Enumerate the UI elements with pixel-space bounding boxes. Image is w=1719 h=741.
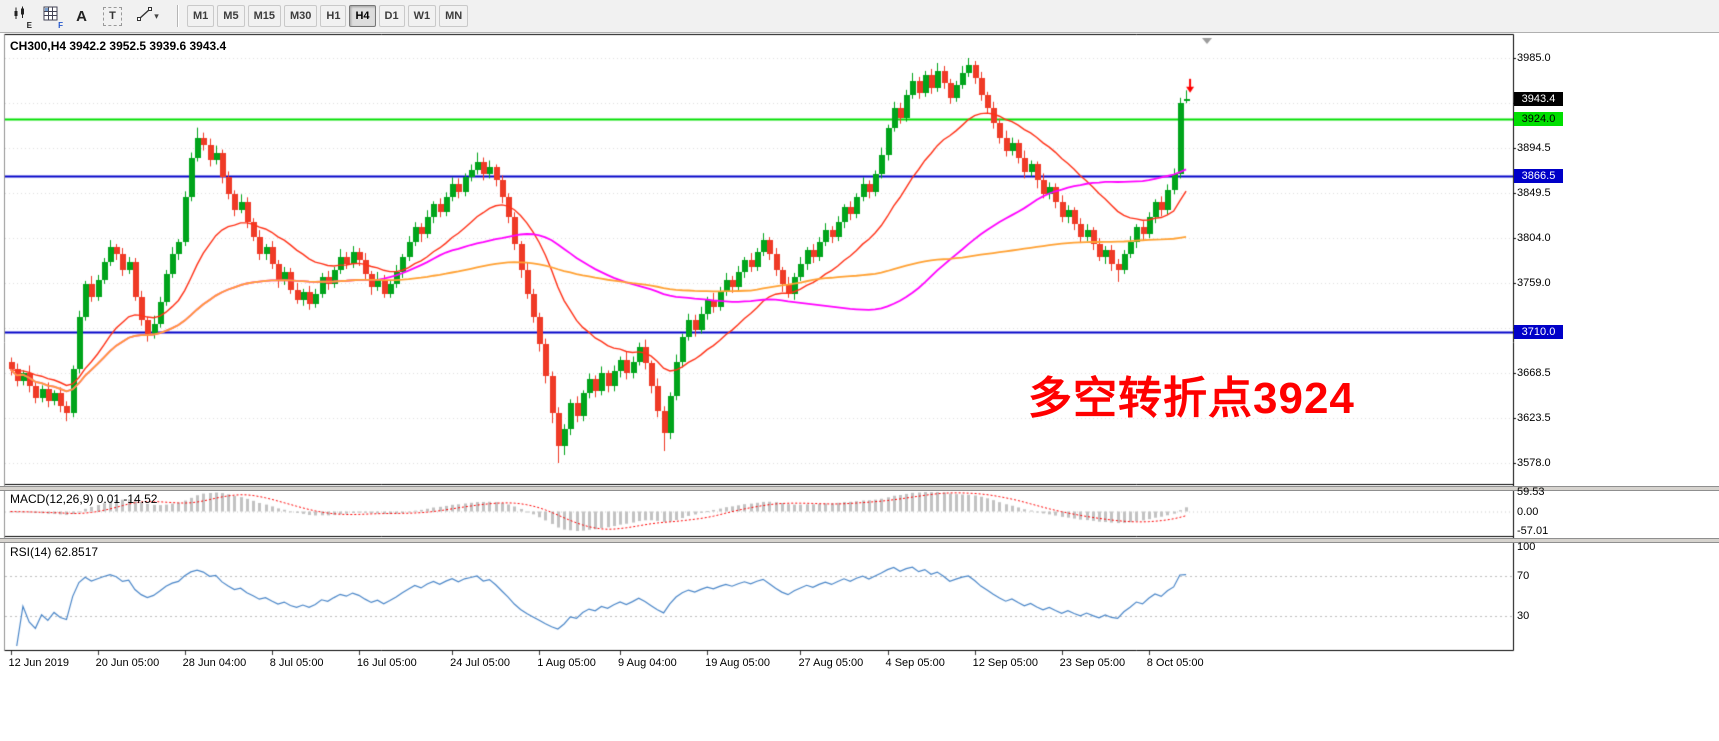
chevron-down-icon: ▾ — [154, 10, 159, 21]
draw-tool-button[interactable]: ▾ — [129, 3, 167, 30]
macd-panel-area[interactable] — [5, 491, 1513, 536]
timeframe-button-m1[interactable]: M1 — [187, 5, 215, 27]
timeframe-button-m30[interactable]: M30 — [283, 5, 318, 27]
timeframe-button-m15[interactable]: M15 — [247, 5, 281, 27]
hline-badge-green[interactable]: 3924.0 — [1514, 111, 1563, 126]
textbox-tool-button[interactable]: T — [98, 3, 127, 30]
text-tool-icon: A — [76, 7, 87, 25]
price-axis[interactable] — [1514, 35, 1574, 651]
indicator-grid-button[interactable]: F — [36, 3, 65, 30]
panel-splitter[interactable] — [0, 538, 1719, 543]
timeframe-button-d1[interactable]: D1 — [378, 5, 405, 27]
timeframe-button-h4[interactable]: H4 — [349, 5, 376, 27]
main-toolbar: E F A T ▾ M1 M5 M — [0, 0, 1719, 33]
timeframe-button-h1[interactable]: H1 — [320, 5, 347, 27]
textbox-tool-icon: T — [103, 6, 122, 26]
toolbar-separator — [177, 5, 179, 27]
candlestick-chart-icon — [12, 6, 28, 27]
chart-annotation[interactable]: 多空转折点3924 — [1028, 374, 1355, 423]
price-chart-area[interactable] — [5, 35, 1513, 484]
ohlc-header: CH300,H4 3942.2 3952.5 3939.6 3943.4 — [10, 39, 227, 53]
current-price-badge: 3943.4 — [1514, 92, 1563, 107]
macd-indicator-label: MACD(12,26,9) 0.01 -14.52 — [10, 492, 158, 506]
icon-letter-badge: F — [58, 20, 63, 30]
timeframe-button-mn[interactable]: MN — [439, 5, 469, 27]
rsi-panel-area[interactable] — [5, 543, 1513, 650]
rsi-indicator-label: RSI(14) 62.8517 — [10, 545, 99, 559]
indicator-grid-icon — [43, 6, 58, 26]
hline-badge-blue-lower[interactable]: 3710.0 — [1514, 324, 1563, 339]
hline-badge-blue-upper[interactable]: 3866.5 — [1514, 168, 1563, 183]
time-axis[interactable] — [0, 651, 1514, 677]
panel-splitter[interactable] — [0, 486, 1719, 491]
timeframe-button-m5[interactable]: M5 — [217, 5, 245, 27]
timeframe-button-w1[interactable]: W1 — [407, 5, 437, 27]
text-tool-button[interactable]: A — [67, 3, 96, 30]
candlestick-chart-button[interactable]: E — [5, 3, 34, 30]
icon-letter-badge: E — [26, 20, 32, 30]
draw-tool-icon — [137, 6, 153, 27]
